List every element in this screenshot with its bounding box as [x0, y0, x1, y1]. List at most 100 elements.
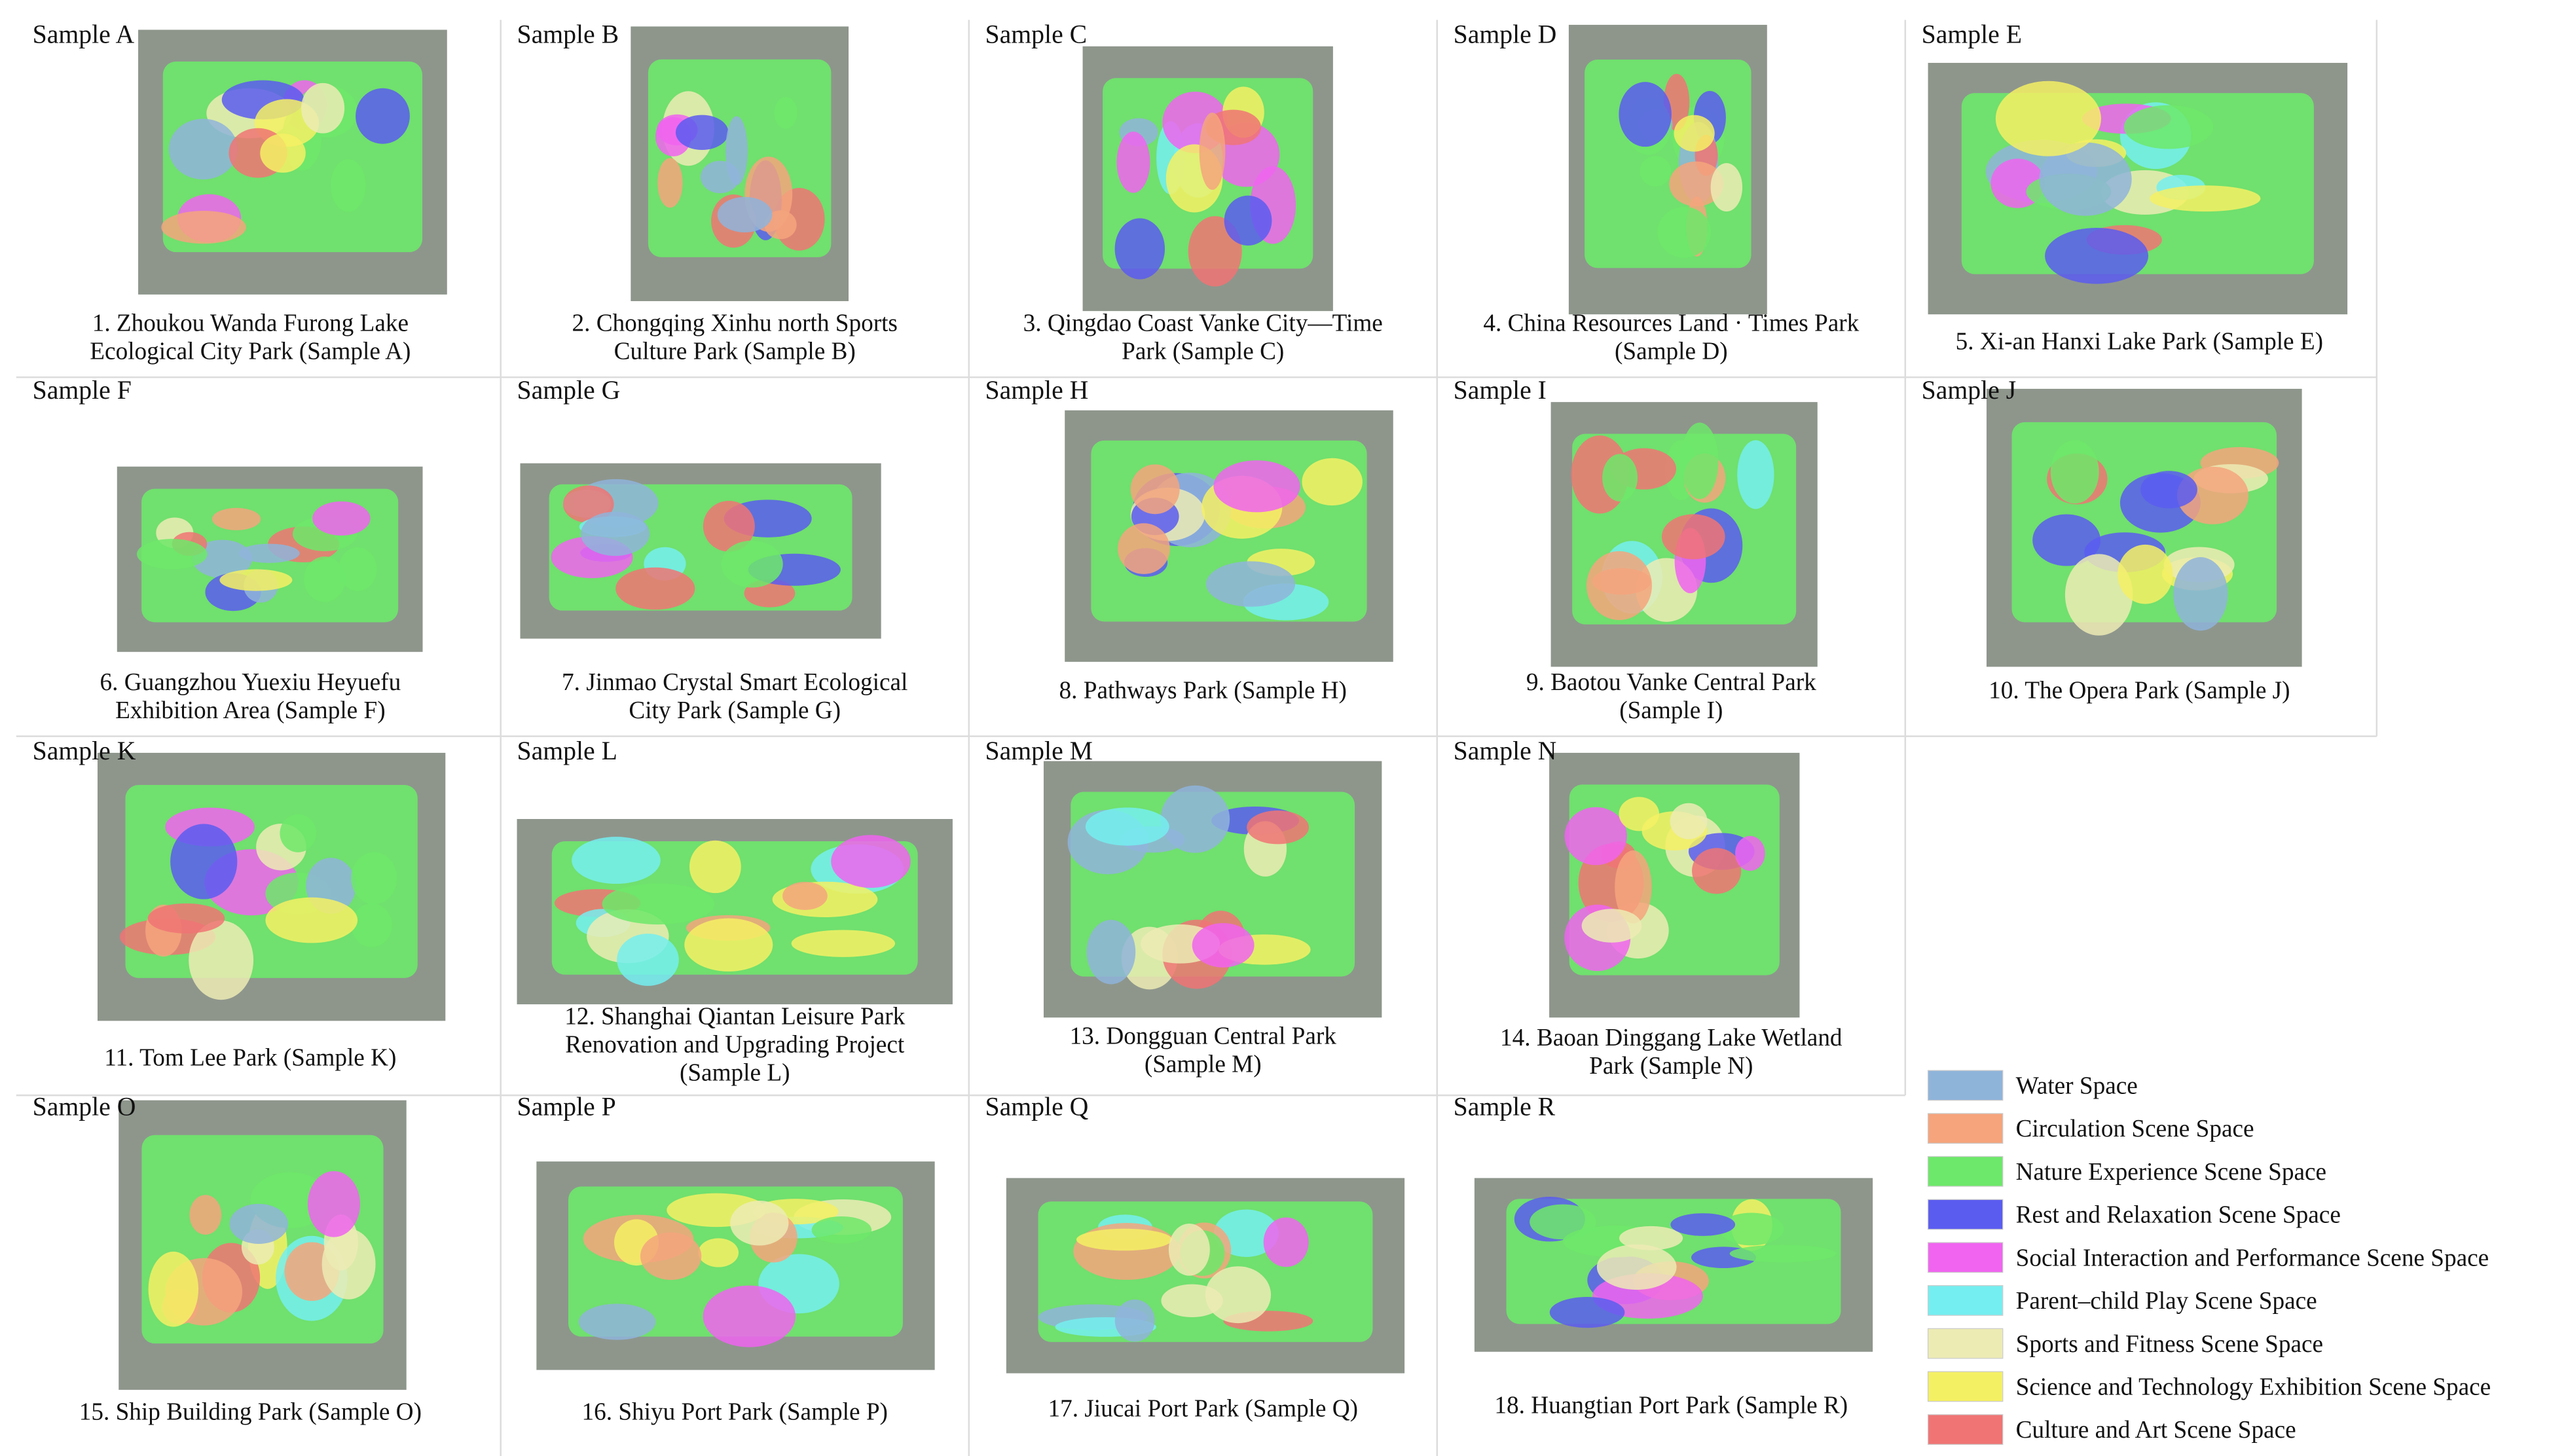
sample-label: Sample R — [1454, 1091, 1556, 1121]
map-zone — [147, 903, 225, 934]
sample-caption: (Sample L) — [680, 1059, 790, 1086]
sample-label: Sample M — [985, 736, 1093, 765]
map-zone — [774, 96, 798, 129]
map-zone — [330, 158, 366, 212]
legend-label: Parent–child Play Scene Space — [2016, 1288, 2317, 1315]
sample-caption: Exhibition Area (Sample F) — [115, 697, 386, 724]
map-zone — [1076, 1228, 1173, 1251]
map-zone — [265, 897, 358, 943]
sample-caption: 16. Shiyu Port Park (Sample P) — [582, 1398, 888, 1425]
map-zone — [1192, 923, 1255, 968]
map-zone — [657, 158, 683, 208]
sample-caption: 4. China Resources Land · Times Park — [1483, 310, 1859, 337]
map-zone — [1199, 113, 1226, 191]
map-zone — [1596, 1244, 1677, 1290]
legend-label: Circulation Scene Space — [2016, 1116, 2254, 1142]
sample-caption: (Sample D) — [1615, 338, 1728, 365]
sample-label: Sample I — [1454, 375, 1547, 405]
map-zone — [689, 840, 741, 894]
map-zone — [229, 1203, 288, 1244]
map-zone — [675, 115, 729, 150]
map-zone — [1205, 1266, 1272, 1324]
legend-swatch — [1927, 1113, 2004, 1144]
map-zone — [312, 501, 371, 536]
map-zone — [1737, 440, 1774, 509]
map-zone — [717, 196, 773, 232]
map-zone — [192, 539, 253, 578]
map-zone — [562, 485, 614, 523]
map-zone — [791, 930, 896, 957]
sample-panel: Sample A 1. Zhoukou Wanda Furong LakeEcol… — [33, 19, 447, 365]
sample-label: Sample Q — [985, 1091, 1089, 1121]
map-zone — [1592, 568, 1651, 595]
map-zone — [189, 920, 254, 1000]
sample-label: Sample H — [985, 375, 1089, 405]
sample-caption: (Sample I) — [1619, 697, 1723, 724]
map-zone — [1205, 561, 1296, 607]
sample-label: Sample N — [1454, 736, 1557, 765]
sample-caption: 3. Qingdao Coast Vanke City—Time — [1023, 310, 1383, 337]
sample-panel: Sample Q 17. Jiucai Port Park (Sample Q) — [985, 1091, 1405, 1422]
sample-caption: 6. Guangzhou Yuexiu Heyuefu — [100, 669, 401, 696]
sample-caption: Renovation and Upgrading Project — [565, 1031, 905, 1058]
map-zone — [1564, 807, 1627, 865]
sample-label: Sample P — [517, 1091, 616, 1121]
map-zone — [338, 547, 377, 591]
map-zone — [1710, 163, 1743, 212]
sample-caption: 13. Dongguan Central Park — [1070, 1023, 1337, 1049]
sample-caption: Culture Park (Sample B) — [614, 338, 856, 365]
legend-label: Social Interaction and Performance Scene… — [2016, 1245, 2489, 1271]
sample-panel: Sample M 13. Dongguan Central Park(Sample… — [985, 736, 1382, 1078]
map-zone — [1615, 850, 1652, 924]
sample-caption: 1. Zhoukou Wanda Furong Lake — [92, 310, 409, 337]
map-zone — [1674, 115, 1715, 152]
legend-swatch — [1927, 1199, 2004, 1230]
map-zone — [1661, 514, 1725, 560]
map-zone — [1114, 1300, 1155, 1342]
legend-swatch — [1927, 1371, 2004, 1402]
map-zone — [730, 1201, 789, 1246]
map-zone — [640, 1232, 702, 1281]
sample-label: Sample F — [33, 375, 132, 405]
map-zone — [615, 567, 695, 610]
map-zone — [602, 883, 715, 925]
map-zone — [238, 543, 300, 563]
sample-caption: 14. Baoan Dinggang Lake Wetland — [1500, 1025, 1843, 1051]
map-zone — [280, 814, 317, 852]
sample-panel: Sample N 14. Baoan Dinggang Lake WetlandP… — [1454, 736, 1843, 1080]
map-zone — [2140, 471, 2197, 509]
legend-swatch — [1927, 1242, 2004, 1273]
map-zone — [811, 1216, 872, 1244]
sample-caption: 10. The Opera Park (Sample J) — [1989, 677, 2290, 704]
sample-label: Sample L — [517, 736, 617, 765]
map-zone — [1116, 131, 1150, 193]
map-zone — [2050, 440, 2099, 504]
sample-panel: Sample L 12. Shanghai Qiantan Leisure Par… — [517, 736, 953, 1086]
map-zone — [725, 116, 748, 185]
map-zone — [2123, 105, 2214, 149]
map-zone — [580, 511, 650, 556]
map-zone — [1224, 195, 1272, 246]
sample-panel: Sample I 9. Baotou Vanke Central Park(Sam… — [1454, 375, 1818, 724]
map-zone — [301, 82, 345, 134]
map-zone — [1549, 1297, 1625, 1328]
map-zone — [2032, 514, 2101, 566]
map-zone — [1130, 464, 1180, 515]
sample-panel: Sample H 8. Pathways Park (Sample H) — [985, 375, 1393, 704]
map-zone — [1729, 1245, 1837, 1263]
sample-panel: Sample P 16. Shiyu Port Park (Sample P) — [517, 1091, 935, 1425]
sample-caption: 12. Shanghai Qiantan Leisure Park — [564, 1003, 905, 1030]
map-zone — [307, 1171, 360, 1237]
map-zone — [2045, 227, 2149, 284]
map-zone — [1085, 807, 1169, 846]
sample-label: Sample J — [1922, 375, 2017, 405]
sample-label: Sample O — [33, 1091, 136, 1121]
sample-panel: Sample O 15. Ship Building Park (Sample O… — [33, 1091, 422, 1425]
legend-swatch — [1927, 1414, 2004, 1445]
map-zone — [1168, 1223, 1210, 1276]
map-zone — [321, 1229, 376, 1300]
sample-caption: (Sample M) — [1145, 1051, 1262, 1078]
sample-panel: Sample B 2. Chongqing Xinhu north SportsC… — [517, 19, 898, 365]
sample-label: Sample K — [33, 736, 136, 765]
